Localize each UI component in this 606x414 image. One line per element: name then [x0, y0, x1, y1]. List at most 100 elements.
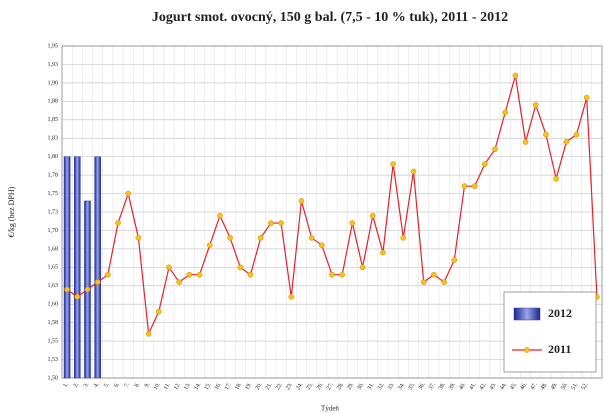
point [339, 271, 346, 278]
point [451, 257, 458, 263]
x-tick-label: 10. [153, 381, 162, 391]
point [431, 271, 437, 278]
point [74, 293, 81, 300]
point [298, 198, 305, 204]
y-axis-label: €/kg (bez DPH) [7, 186, 16, 237]
point [502, 109, 509, 116]
x-tick-label: 36. [418, 381, 427, 391]
point [257, 234, 264, 241]
x-tick-label: 31. [367, 381, 376, 391]
y-tick-label: 1,75 [48, 191, 59, 197]
x-tick-label: 33. [387, 381, 396, 391]
point [420, 279, 427, 285]
x-tick-label: 37. [428, 381, 437, 391]
point [186, 271, 193, 278]
point [237, 264, 244, 271]
x-tick-label: 26. [316, 381, 325, 391]
y-tick-label: 1,80 [48, 154, 59, 160]
y-tick-label: 1,73 [48, 209, 59, 215]
x-tick-label: 18. [234, 381, 243, 391]
x-tick-label: 52. [581, 381, 590, 391]
y-tick-label: 1,50 [48, 375, 59, 381]
point [532, 102, 539, 108]
x-tick-label: 44. [499, 381, 508, 391]
y-tick-label: 1,88 [48, 99, 59, 105]
x-tick-label: 46. [520, 381, 529, 391]
point [410, 168, 417, 175]
x-tick-label: 12. [173, 381, 182, 391]
legend-label: 2012 [548, 306, 572, 320]
x-tick-label: 6. [114, 381, 122, 388]
point [176, 279, 183, 285]
x-tick-label: 9. [144, 381, 152, 388]
x-tick-label: 3. [83, 381, 91, 388]
point [329, 271, 335, 278]
x-tick-label: 17. [224, 381, 233, 391]
point [227, 234, 233, 241]
point [135, 234, 142, 241]
point [512, 72, 519, 79]
point [481, 161, 488, 167]
y-tick-label: 1,63 [48, 283, 59, 289]
point [308, 234, 315, 241]
x-tick-label: 25. [306, 381, 315, 391]
x-tick-label: 8. [134, 381, 142, 388]
x-tick-label: 5. [103, 381, 111, 388]
x-tick-label: 23. [285, 381, 294, 391]
x-tick-label: 45. [509, 381, 518, 391]
x-tick-label: 50. [560, 381, 569, 391]
point [206, 242, 213, 249]
x-tick-label: 19. [244, 381, 253, 391]
x-tick-label: 16. [214, 381, 223, 391]
point [247, 271, 254, 278]
y-tick-label: 1,83 [48, 136, 59, 142]
point [573, 131, 580, 138]
y-tick-label: 1,70 [48, 228, 59, 234]
point [318, 242, 325, 249]
x-tick-label: 11. [163, 381, 172, 391]
x-tick-label: 7. [124, 381, 132, 388]
y-tick-label: 1,93 [48, 62, 59, 68]
x-tick-label: 14. [194, 381, 203, 391]
point [278, 220, 284, 226]
x-tick-label: 39. [448, 381, 457, 391]
x-tick-label: 49. [550, 381, 559, 391]
x-tick-label: 24. [295, 381, 304, 391]
point [441, 279, 447, 285]
x-tick-label: 35. [407, 381, 416, 391]
y-tick-label: 1,90 [48, 80, 59, 86]
point [461, 183, 468, 190]
x-tick-label: 47. [530, 381, 539, 391]
y-tick-label: 1,65 [48, 265, 59, 271]
y-tick-label: 1,95 [48, 43, 59, 49]
x-tick-label: 43. [489, 381, 498, 391]
chart-title: Jogurt smot. ovocný, 150 g bal. (7,5 - 1… [152, 10, 508, 25]
x-tick-label: 34. [397, 381, 406, 391]
x-tick-label: 38. [438, 381, 447, 391]
point [369, 212, 376, 219]
y-tick-label: 1,85 [48, 117, 59, 123]
point [380, 249, 386, 256]
x-tick-label: 41. [469, 381, 478, 391]
bar [63, 156, 71, 379]
x-tick-label: 30. [357, 381, 366, 391]
x-tick-label: 29. [346, 381, 355, 391]
point [115, 220, 121, 226]
x-tick-label: 42. [479, 381, 488, 391]
legend [503, 291, 597, 373]
x-tick-label: 4. [93, 381, 101, 388]
bar [94, 156, 101, 379]
point [84, 286, 91, 293]
x-tick-label: 51. [571, 381, 580, 391]
point [166, 264, 172, 271]
point [64, 286, 70, 293]
y-tick-label: 1,60 [48, 302, 59, 308]
point [217, 212, 223, 219]
x-axis-label: Týdeň [321, 405, 339, 413]
legend-marker [524, 347, 530, 353]
x-tick-label: 20. [255, 381, 264, 391]
point [349, 220, 356, 226]
point [145, 330, 152, 337]
point [400, 234, 407, 241]
